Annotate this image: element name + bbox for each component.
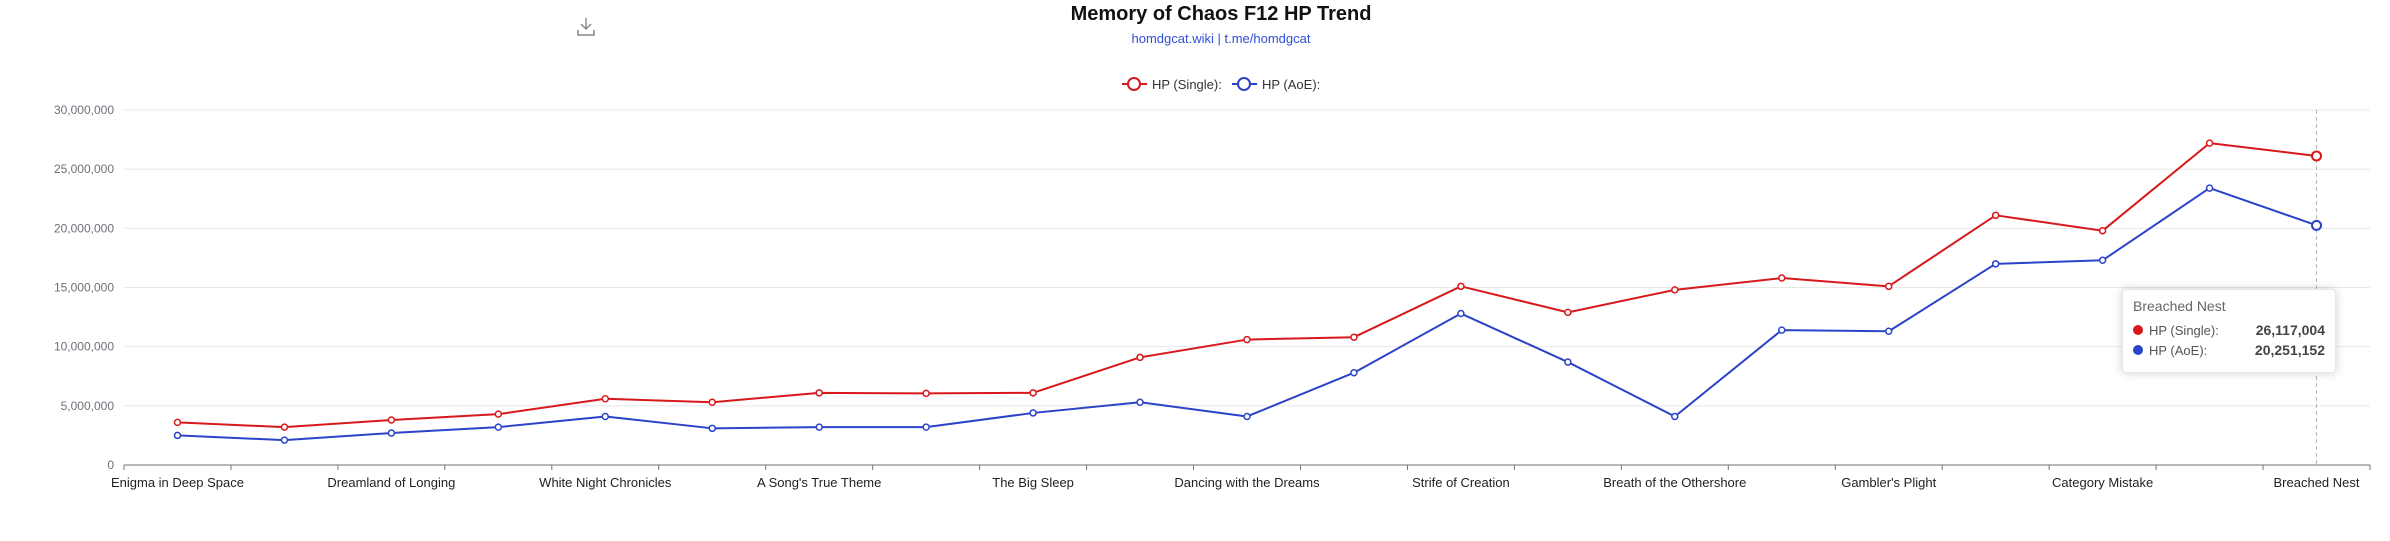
data-point bbox=[1884, 327, 1893, 336]
tooltip-label-single: HP (Single): bbox=[2149, 322, 2219, 338]
x-tick-label: The Big Sleep bbox=[992, 475, 1074, 490]
data-point bbox=[280, 436, 289, 444]
data-point bbox=[1243, 335, 1251, 344]
data-point bbox=[1029, 409, 1037, 417]
y-tick-label: 10,000,000 bbox=[54, 340, 114, 354]
data-point bbox=[1671, 286, 1679, 294]
x-axis: Enigma in Deep Space Dreamland of Longing… bbox=[111, 464, 2371, 490]
data-point bbox=[494, 423, 503, 431]
download-icon[interactable] bbox=[577, 18, 595, 36]
data-point bbox=[815, 423, 823, 431]
x-tick-label: White Night Chronicles bbox=[539, 475, 672, 490]
data-point bbox=[1671, 412, 1679, 421]
data-point bbox=[1991, 260, 2000, 268]
y-tick-label: 5,000,000 bbox=[61, 399, 115, 413]
x-tick-label: Strife of Creation bbox=[1412, 475, 1510, 490]
x-tick-label: Breath of the Othershore bbox=[1603, 475, 1746, 490]
y-tick-label: 20,000,000 bbox=[54, 221, 114, 235]
legend: HP (Single): HP (AoE): bbox=[1122, 77, 1320, 92]
data-point bbox=[2311, 219, 2323, 231]
data-point bbox=[387, 416, 396, 424]
tooltip-value-single: 26,117,004 bbox=[2255, 322, 2325, 338]
data-point bbox=[2311, 150, 2323, 162]
x-tick-label: Gambler's Plight bbox=[1841, 475, 1936, 490]
data-point bbox=[922, 389, 930, 398]
data-point bbox=[708, 398, 716, 407]
data-point bbox=[1136, 353, 1144, 362]
y-axis: 0 5,000,000 10,000,000 15,000,000 20,000,000… bbox=[54, 103, 114, 472]
series-line bbox=[177, 187, 2317, 442]
data-point bbox=[1457, 309, 1465, 318]
chart-title: Memory of Chaos F12 HP Trend bbox=[1071, 3, 1372, 25]
data-point bbox=[2098, 256, 2107, 265]
data-point bbox=[1564, 358, 1572, 366]
data-point bbox=[601, 394, 610, 403]
legend-marker-aoe bbox=[1237, 77, 1251, 91]
tooltip-row-aoe: HP (AoE): 20,251,152 bbox=[2133, 340, 2325, 360]
data-point bbox=[1350, 368, 1358, 377]
data-point bbox=[1778, 274, 1786, 282]
series-layer bbox=[173, 139, 2323, 444]
data-point bbox=[2205, 184, 2214, 192]
data-point bbox=[1991, 211, 2000, 220]
y-tick-label: 0 bbox=[107, 458, 114, 472]
data-point bbox=[1564, 308, 1572, 317]
data-point bbox=[2098, 226, 2107, 235]
legend-label-aoe: HP (AoE): bbox=[1262, 77, 1320, 92]
data-point bbox=[1136, 398, 1144, 407]
data-point bbox=[1029, 389, 1037, 397]
data-point bbox=[494, 410, 503, 418]
data-point bbox=[2205, 139, 2214, 147]
x-tick-label: Dancing with the Dreams bbox=[1174, 475, 1320, 490]
y-tick-label: 25,000,000 bbox=[54, 162, 114, 176]
data-point bbox=[173, 431, 182, 440]
data-point bbox=[922, 423, 930, 431]
tooltip: Breached Nest HP (Single): 26,117,004 HP… bbox=[2122, 289, 2336, 373]
x-tick-label: Dreamland of Longing bbox=[327, 475, 455, 490]
data-point bbox=[173, 418, 182, 427]
data-point bbox=[601, 412, 610, 421]
x-tick-label: Enigma in Deep Space bbox=[111, 475, 244, 490]
y-tick-label: 30,000,000 bbox=[54, 103, 114, 117]
series-line bbox=[177, 142, 2317, 429]
tooltip-value-aoe: 20,251,152 bbox=[2254, 342, 2325, 358]
data-point bbox=[815, 389, 823, 397]
data-point bbox=[1457, 282, 1465, 291]
tooltip-dot-single bbox=[2133, 325, 2143, 335]
x-tick-label: Category Mistake bbox=[2052, 475, 2153, 490]
x-tick-label: A Song's True Theme bbox=[757, 475, 881, 490]
chart-subtitle[interactable]: homdgcat.wiki | t.me/homdgcat bbox=[1132, 31, 1311, 46]
data-point bbox=[1243, 412, 1251, 421]
legend-item-single[interactable]: HP (Single): bbox=[1122, 77, 1222, 92]
tooltip-dot-aoe bbox=[2133, 345, 2143, 355]
data-point bbox=[708, 424, 716, 433]
legend-marker-single bbox=[1127, 77, 1141, 91]
tooltip-row-single: HP (Single): 26,117,004 bbox=[2133, 320, 2325, 340]
data-point bbox=[280, 423, 289, 431]
x-tick-label: Breached Nest bbox=[2274, 475, 2360, 490]
legend-item-aoe[interactable]: HP (AoE): bbox=[1232, 77, 1320, 92]
data-point bbox=[1350, 333, 1358, 341]
tooltip-title: Breached Nest bbox=[2133, 298, 2226, 314]
y-tick-label: 15,000,000 bbox=[54, 281, 114, 295]
grid-lines bbox=[124, 109, 2370, 407]
data-point bbox=[387, 429, 396, 437]
legend-label-single: HP (Single): bbox=[1152, 77, 1222, 92]
tooltip-label-aoe: HP (AoE): bbox=[2149, 342, 2208, 358]
data-point bbox=[1884, 282, 1893, 291]
data-point bbox=[1778, 326, 1786, 334]
